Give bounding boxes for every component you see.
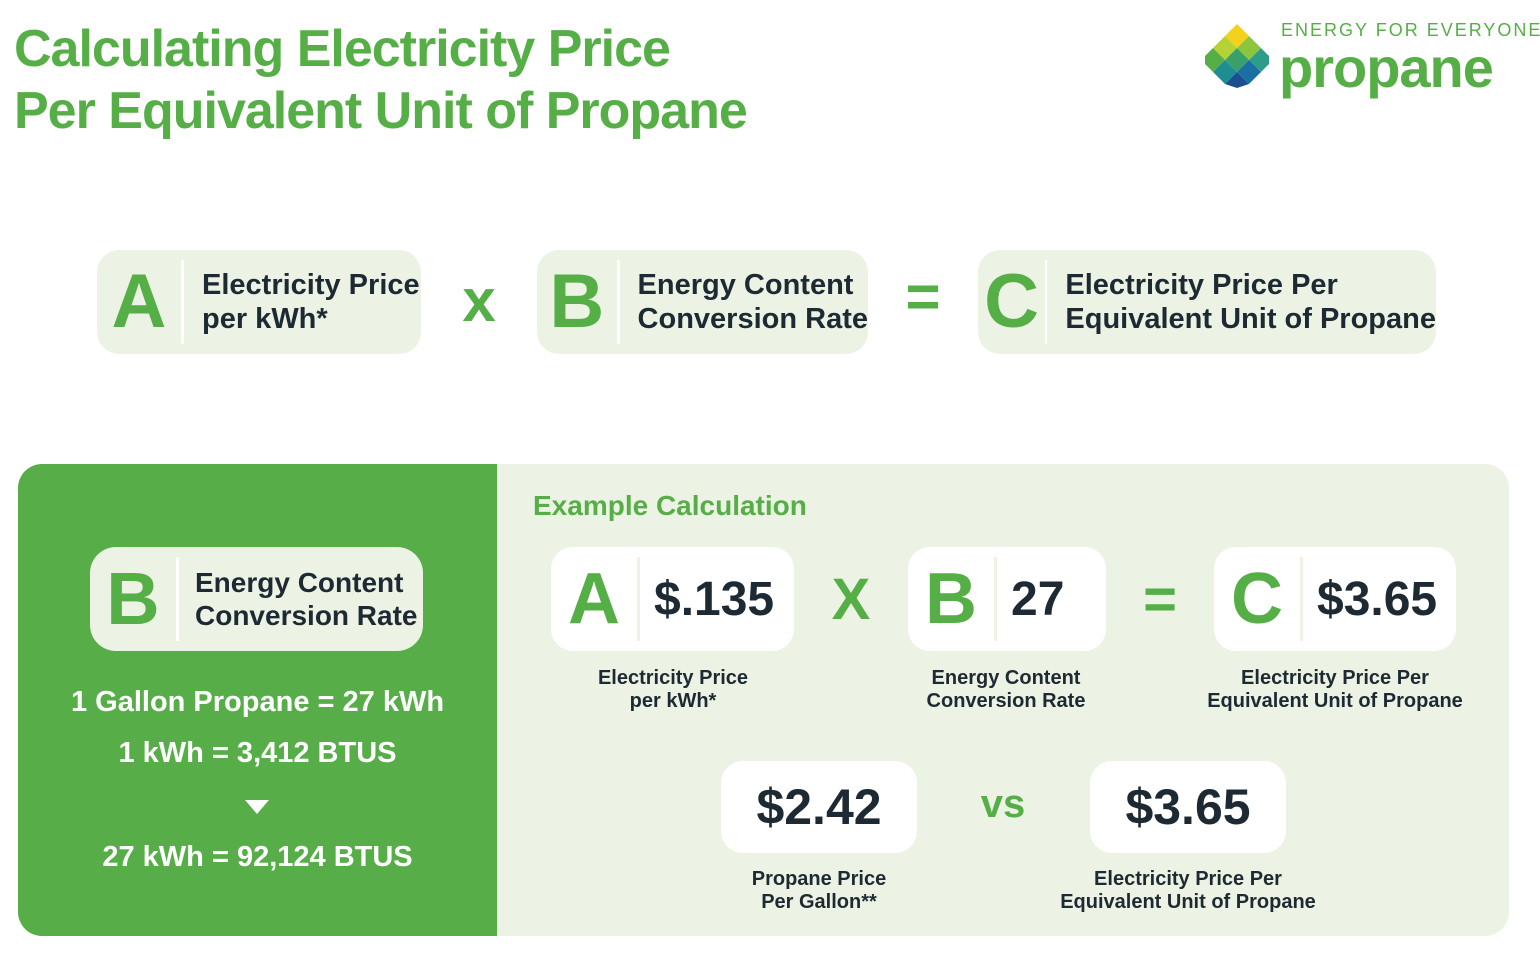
example-value-c: $3.65 (1317, 572, 1438, 626)
logo-tagline: ENERGY FOR EVERYONE (1281, 20, 1540, 40)
conversion-label-line1: Energy Content (195, 567, 404, 598)
divider (181, 260, 184, 344)
divider (1045, 260, 1048, 344)
formula-box-b: B Energy Content Conversion Rate (537, 250, 868, 354)
conversion-label-line2: Conversion Rate (195, 600, 418, 631)
electricity-equivalent-price-box: $3.65 (1090, 761, 1286, 853)
equals-sign: = (905, 263, 941, 330)
formula-letter-c: C (984, 259, 1039, 344)
formula-label-a-line2: per kWh* (202, 303, 328, 335)
divider (994, 557, 997, 641)
formula-label-c-line2: Equivalent Unit of Propane (1065, 303, 1436, 335)
diamond-logo-icon (1205, 24, 1269, 88)
propane-price-box: $2.42 (721, 761, 917, 853)
logo-wordmark: propane (1279, 36, 1494, 99)
example-letter-c: C (1231, 559, 1283, 639)
formula-letter-b: B (549, 259, 605, 344)
multiply-sign: x (462, 267, 496, 334)
formula-label-c-line1: Electricity Price Per (1065, 269, 1338, 301)
example-box-c: C $3.65 (1214, 547, 1456, 651)
conversion-panel (18, 464, 497, 936)
conversion-line-1: 1 Gallon Propane = 27 kWh (70, 686, 445, 718)
example-equals-sign: = (1143, 567, 1177, 632)
example-panel (497, 464, 1509, 936)
example-caption-c-line1: Electricity Price Per (1241, 667, 1429, 689)
divider (176, 557, 179, 641)
example-letter-a: A (568, 559, 620, 639)
electricity-price-caption-line2: Equivalent Unit of Propane (1060, 891, 1316, 913)
page-title: Calculating Electricity Price Per Equiva… (14, 18, 748, 142)
conversion-box-b: B Energy Content Conversion Rate (90, 547, 423, 651)
title-line-2: Per Equivalent Unit of Propane (14, 82, 748, 140)
example-box-b: B 27 (908, 547, 1106, 651)
formula-label-c: Electricity Price Per Equivalent Unit of… (1047, 268, 1436, 336)
example-multiply-sign: X (831, 567, 871, 632)
example-caption-a: Electricity Price per kWh* (552, 667, 794, 713)
arrow-down-icon (245, 800, 269, 814)
divider (1300, 557, 1303, 641)
example-value-a: $.135 (654, 572, 775, 626)
formula-label-b: Energy Content Conversion Rate (620, 268, 868, 336)
formula-label-a-line1: Electricity Price (202, 269, 420, 301)
formula-box-a: A Electricity Price per kWh* (97, 250, 421, 354)
formula-label-b-line2: Conversion Rate (637, 303, 868, 335)
example-caption-c-line2: Equivalent Unit of Propane (1207, 690, 1463, 712)
example-value-b: 27 (1011, 572, 1065, 626)
propane-price-caption-line1: Propane Price (751, 868, 887, 890)
propane-logo: ENERGY FOR EVERYONE propane (1205, 20, 1540, 100)
propane-price-caption-line2: Per Gallon** (761, 891, 877, 913)
divider (637, 557, 640, 641)
electricity-price-caption: Electricity Price Per Equivalent Unit of… (1050, 868, 1326, 914)
example-caption-b-line2: Conversion Rate (926, 690, 1086, 712)
example-box-a: A $.135 (551, 547, 794, 651)
conversion-line-3: 27 kWh = 92,124 BTUS (102, 841, 413, 873)
divider (616, 260, 620, 344)
title-line-1: Calculating Electricity Price (14, 20, 671, 78)
conversion-label: Energy Content Conversion Rate (179, 566, 418, 632)
electricity-price-caption-line1: Electricity Price Per (1094, 868, 1282, 890)
conversion-line-2: 1 kWh = 3,412 BTUS (118, 737, 397, 769)
propane-price-caption: Propane Price Per Gallon** (700, 868, 938, 914)
versus-label: vs (980, 782, 1026, 826)
example-letter-b: B (925, 559, 977, 639)
formula-letter-a: A (111, 259, 167, 344)
formula-label-a: Electricity Price per kWh* (184, 268, 420, 336)
example-caption-a-line1: Electricity Price (597, 667, 749, 689)
example-caption-b-line1: Energy Content (931, 667, 1081, 689)
example-title: Example Calculation (533, 490, 807, 521)
example-caption-c: Electricity Price Per Equivalent Unit of… (1200, 667, 1470, 713)
formula-box-c: C Electricity Price Per Equivalent Unit … (978, 250, 1436, 354)
example-caption-a-line2: per kWh* (629, 690, 717, 712)
example-caption-b: Energy Content Conversion Rate (906, 667, 1106, 713)
conversion-letter-b: B (106, 557, 160, 640)
formula-label-b-line1: Energy Content (637, 269, 854, 301)
